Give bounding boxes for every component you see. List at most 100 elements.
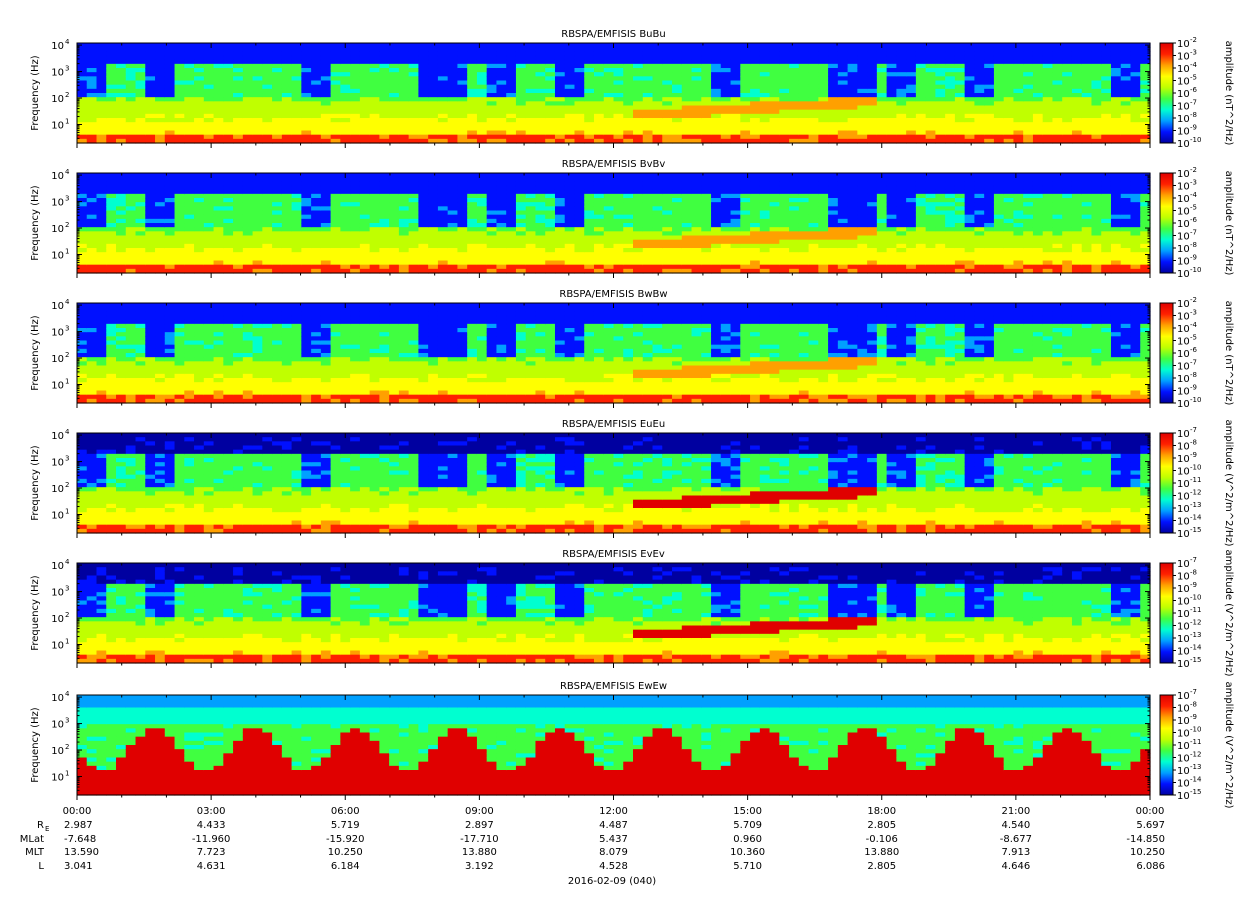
ephemeris-row-label: MLT (25, 847, 45, 858)
colorbar-tick-exponent: -8 (1190, 371, 1197, 379)
colorbar-tick-label: 10 (1177, 791, 1190, 802)
colorbar-tick-exponent: -11 (1190, 738, 1201, 746)
x-tick-label: 12:00 (599, 806, 628, 817)
colorbar-tick-exponent: -5 (1190, 74, 1197, 82)
y-tick-exponent: 1 (65, 507, 69, 515)
colorbar-tick-label: 10 (1177, 169, 1190, 180)
colorbar-tick-exponent: -10 (1190, 464, 1201, 472)
colorbar-tick-label: 10 (1177, 442, 1190, 453)
x-tick-label: 06:00 (331, 806, 360, 817)
panel-title: RBSPA/EMFISIS BuBu (561, 29, 665, 40)
colorbar-tick-exponent: -8 (1190, 241, 1197, 249)
ephemeris-value: 10.250 (328, 847, 363, 858)
x-tick-label: 00:00 (63, 806, 92, 817)
colorbar-tick-exponent: -7 (1190, 229, 1197, 237)
ephemeris-value: 6.086 (1136, 861, 1165, 872)
ephemeris-table: R E 2.987 4.433 5.719 2.897 4.487 5.709 2.805 4.5… (20, 820, 1165, 872)
y-tick-label: 10 (51, 224, 64, 235)
colorbar-tick-exponent: -13 (1190, 631, 1201, 639)
spectrogram-image (77, 173, 1151, 274)
colorbar-gradient (1159, 172, 1174, 274)
ephemeris-value: 4.433 (197, 820, 226, 831)
colorbar-tick-label: 10 (1177, 52, 1190, 63)
colorbar-gradient (1159, 694, 1174, 796)
ephemeris-value: 2.805 (867, 820, 896, 831)
colorbar-tick-exponent: -6 (1190, 86, 1198, 94)
ephemeris-value: 2.987 (64, 820, 93, 831)
y-tick-exponent: 4 (65, 690, 70, 698)
colorbar-tick-label: 10 (1177, 622, 1190, 633)
colorbar-tick-label: 10 (1177, 766, 1190, 777)
ephemeris-value: 5.710 (733, 861, 762, 872)
colorbar-tick-label: 10 (1177, 634, 1190, 645)
spectrogram-image (77, 563, 1151, 664)
colorbar-tick-label: 10 (1177, 691, 1190, 702)
colorbar-tick-label: 10 (1177, 77, 1190, 88)
colorbar-tick-label: 10 (1177, 269, 1190, 280)
colorbar-tick-exponent: -4 (1190, 191, 1198, 199)
colorbar-tick-label: 10 (1177, 194, 1190, 205)
colorbar-tick-exponent: -9 (1190, 124, 1197, 132)
x-tick-label: 15:00 (733, 806, 762, 817)
colorbar-tick-exponent: -4 (1190, 61, 1198, 69)
colorbar-tick-label: 10 (1177, 467, 1190, 478)
colorbar-tick-exponent: -8 (1190, 569, 1197, 577)
colorbar-tick-label: 10 (1177, 219, 1190, 230)
colorbar-tick-label: 10 (1177, 517, 1190, 528)
y-tick-exponent: 3 (65, 65, 69, 73)
colorbar-tick-exponent: -2 (1190, 296, 1197, 304)
ephemeris-value: 10.250 (1130, 847, 1165, 858)
colorbar-tick-label: 10 (1177, 492, 1190, 503)
ephemeris-value: 4.487 (599, 820, 628, 831)
y-axis-label: Frequency (Hz) (30, 315, 41, 391)
y-tick-label: 10 (51, 746, 64, 757)
colorbar: 10-210-310-410-510-610-710-810-910-10 amp… (1159, 296, 1234, 410)
spectrogram-image (77, 433, 1151, 534)
panel-title: RBSPA/EMFISIS EuEu (562, 419, 665, 430)
ephemeris-row-label: L (38, 861, 44, 872)
colorbar-gradient (1159, 432, 1174, 534)
y-axis-label: Frequency (Hz) (30, 185, 41, 261)
y-tick-label: 10 (51, 171, 64, 182)
colorbar-tick-exponent: -10 (1190, 266, 1201, 274)
ephemeris-value: 13.880 (462, 847, 497, 858)
y-tick-label: 10 (51, 588, 64, 599)
colorbar-tick-label: 10 (1177, 704, 1190, 715)
colorbar-tick-exponent: -10 (1190, 594, 1201, 602)
colorbar-label: amplitude (nT^2/Hz) (1223, 171, 1234, 276)
y-tick-exponent: 2 (65, 91, 69, 99)
ephemeris-value: -15.920 (326, 834, 365, 845)
ephemeris-row-label: MLat (20, 834, 44, 845)
y-axis-label: Frequency (Hz) (30, 55, 41, 131)
panel-title: RBSPA/EMFISIS EwEw (560, 681, 667, 692)
colorbar-tick-exponent: -7 (1190, 688, 1197, 696)
y-tick-exponent: 3 (65, 325, 69, 333)
y-tick-exponent: 2 (65, 611, 69, 619)
y-tick-exponent: 1 (65, 637, 69, 645)
colorbar-tick-exponent: -12 (1190, 619, 1201, 627)
colorbar-tick-exponent: -7 (1190, 99, 1197, 107)
colorbar-tick-label: 10 (1177, 114, 1190, 125)
ephemeris-value: 7.723 (197, 847, 226, 858)
colorbar-tick-exponent: -9 (1190, 451, 1197, 459)
spectrogram-image (77, 303, 1151, 404)
colorbar-tick-exponent: -15 (1190, 788, 1201, 796)
ephemeris-value: -7.648 (64, 834, 96, 845)
colorbar-tick-label: 10 (1177, 647, 1190, 658)
y-tick-exponent: 3 (65, 717, 69, 725)
colorbar-tick-label: 10 (1177, 244, 1190, 255)
colorbar-tick-label: 10 (1177, 299, 1190, 310)
x-tick-label: 03:00 (197, 806, 226, 817)
ephemeris-value: -0.106 (866, 834, 898, 845)
colorbar-tick-exponent: -15 (1190, 656, 1201, 664)
ephemeris-value: 8.079 (599, 847, 628, 858)
colorbar-label: amplitude (V^2/m^2/Hz) (1223, 681, 1234, 808)
colorbar-tick-exponent: -13 (1190, 501, 1201, 509)
y-tick-exponent: 1 (65, 247, 69, 255)
colorbar-tick-exponent: -9 (1190, 581, 1197, 589)
ephemeris-value: 3.041 (64, 861, 93, 872)
